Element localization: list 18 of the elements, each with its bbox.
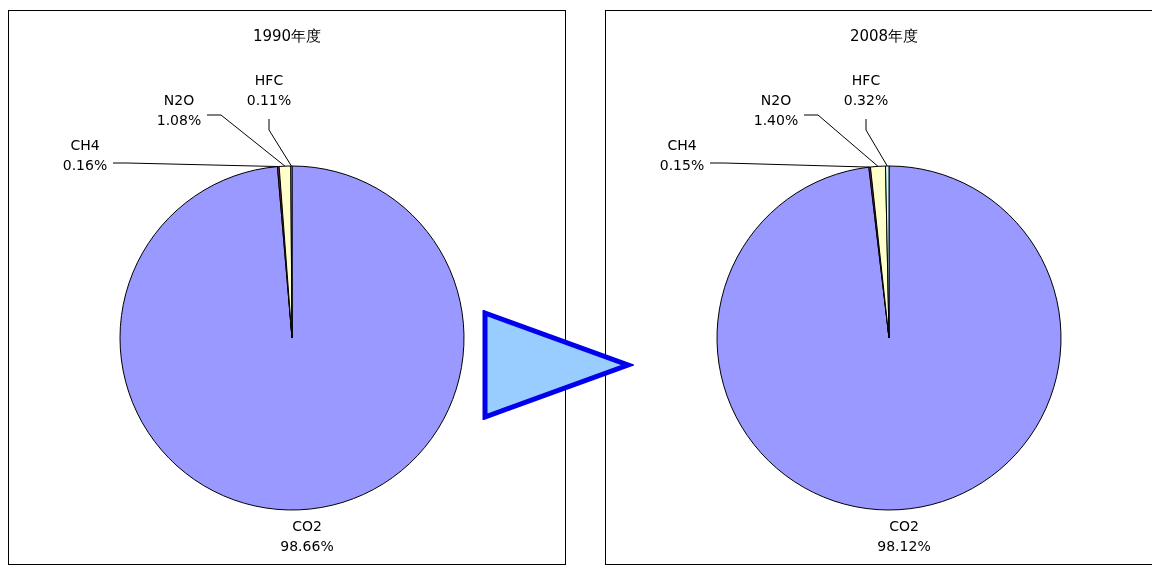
data-label: 0.16% xyxy=(62,157,108,173)
chart-title: 1990年度 xyxy=(251,27,323,46)
data-label: 98.66% xyxy=(280,538,334,554)
slice-label: CH4 xyxy=(70,137,100,153)
slice-label: CH4 xyxy=(667,137,697,153)
data-label: 0.32% xyxy=(843,92,889,108)
slice-label: HFC xyxy=(254,72,284,88)
data-label: 1.40% xyxy=(753,112,799,128)
slice-label: N2O xyxy=(163,92,195,108)
data-label: 0.11% xyxy=(246,92,292,108)
data-label: 1.08% xyxy=(156,112,202,128)
slice-label: CO2 xyxy=(889,518,919,534)
chart-title: 2008年度 xyxy=(848,27,920,46)
slice-label: CO2 xyxy=(292,518,322,534)
data-label: 98.12% xyxy=(877,538,931,554)
slice-label: HFC xyxy=(851,72,881,88)
data-label: 0.15% xyxy=(659,157,705,173)
slice-label: N2O xyxy=(760,92,792,108)
